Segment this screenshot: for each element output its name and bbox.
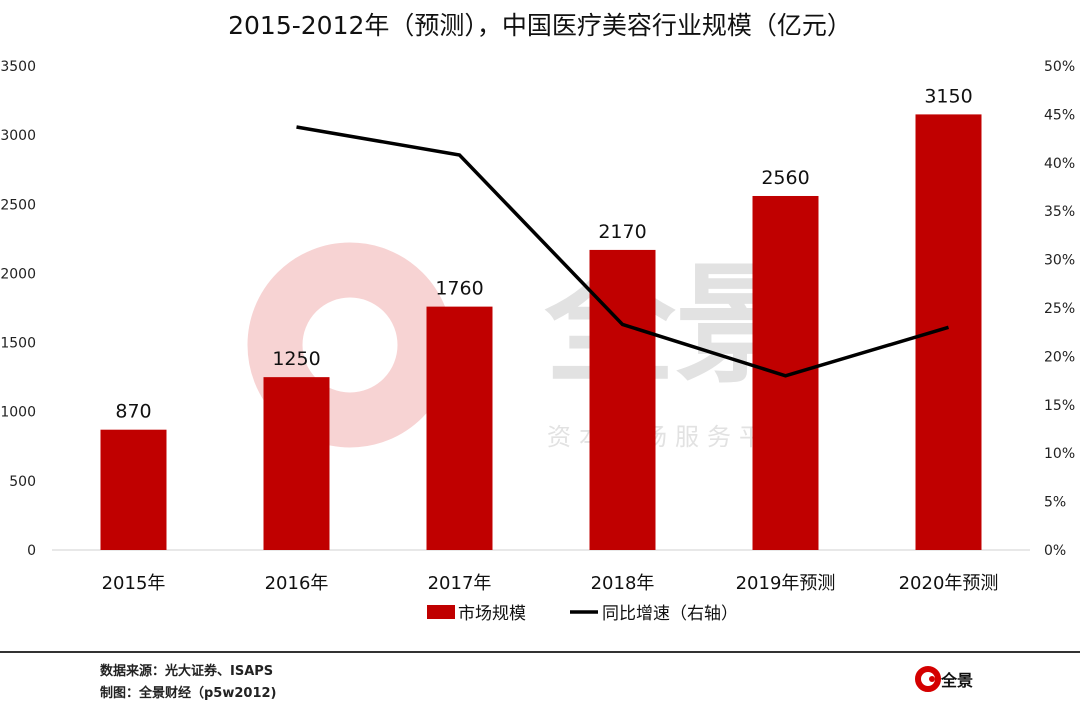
- x-axis-tick: 2017年: [428, 573, 492, 594]
- left-axis-tick: 1000: [0, 405, 36, 421]
- source-note: 数据来源：光大证券、ISAPS: [100, 664, 274, 679]
- logo-icon: [915, 666, 941, 692]
- right-axis-tick: 10%: [1044, 446, 1075, 462]
- bar: [752, 195, 819, 550]
- bar-data-label: 3150: [924, 85, 972, 107]
- right-axis-tick: 25%: [1044, 301, 1075, 317]
- x-axis-tick: 2016年: [265, 573, 329, 594]
- right-axis-tick: 40%: [1044, 156, 1075, 172]
- left-axis-tick: 0: [27, 543, 36, 559]
- x-axis-tick: 2018年: [591, 573, 655, 594]
- bar-data-label: 2560: [761, 167, 809, 189]
- logo-text: 全景: [941, 671, 974, 690]
- bar: [915, 114, 982, 551]
- right-axis-tick: 15%: [1044, 398, 1075, 414]
- legend-line-label: 同比增速（右轴）: [602, 604, 738, 624]
- x-axis-tick: 2020年预测: [899, 573, 999, 594]
- right-axis-tick: 5%: [1044, 495, 1066, 511]
- bar: [263, 377, 330, 550]
- left-axis-tick: 3500: [0, 59, 36, 75]
- bar: [100, 429, 167, 550]
- right-axis-tick: 20%: [1044, 349, 1075, 365]
- left-axis-tick: 3000: [0, 128, 36, 144]
- chart-title: 2015-2012年（预测），中国医疗美容行业规模（亿元）: [228, 11, 852, 40]
- right-axis-tick: 0%: [1044, 543, 1066, 559]
- bar-data-label: 2170: [598, 221, 646, 243]
- left-axis-tick: 500: [9, 474, 36, 490]
- left-axis-tick: 2000: [0, 266, 36, 282]
- logo: 全景: [915, 666, 973, 692]
- bar-data-label: 1250: [272, 348, 320, 370]
- left-axis-tick: 2500: [0, 197, 36, 213]
- x-axis-tick: 2019年预测: [736, 573, 836, 594]
- made-by-note: 制图：全景财经（p5w2012): [100, 686, 277, 701]
- bar: [589, 249, 656, 551]
- x-axis-tick: 2015年: [102, 573, 166, 594]
- chart: 全景资本市场服务平台2015-2012年（预测），中国医疗美容行业规模（亿元）0…: [0, 11, 1075, 624]
- right-axis-tick: 30%: [1044, 253, 1075, 269]
- footer-divider: [0, 651, 1080, 653]
- right-axis-tick: 50%: [1044, 59, 1075, 75]
- bar: [426, 306, 493, 550]
- right-axis-tick: 45%: [1044, 107, 1075, 123]
- bar-data-label: 1760: [435, 278, 483, 300]
- legend-bar-label: 市场规模: [458, 604, 526, 624]
- legend-bar-swatch: [427, 605, 455, 619]
- left-axis-tick: 1500: [0, 336, 36, 352]
- bar-data-label: 870: [115, 401, 151, 423]
- right-axis-tick: 35%: [1044, 204, 1075, 220]
- watermark-logo-icon: [247, 242, 453, 448]
